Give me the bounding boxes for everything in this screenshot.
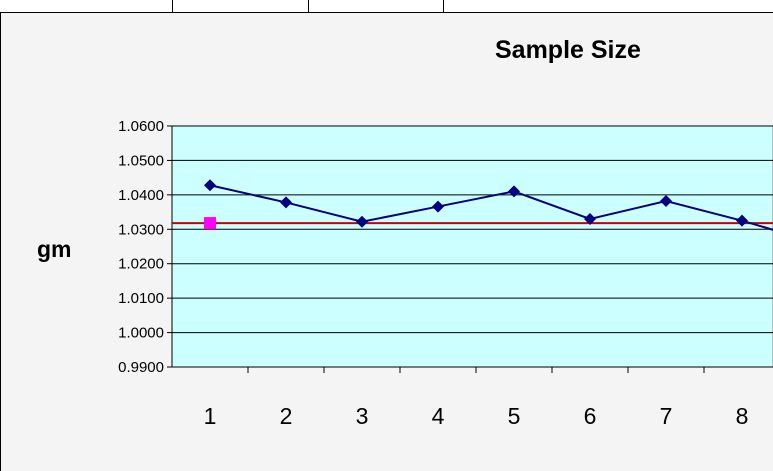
x-tick-label: 1 xyxy=(204,403,217,429)
chart-title: Sample Size xyxy=(495,36,641,64)
x-tick-label: 2 xyxy=(280,403,293,429)
y-tick-label: 1.0100 xyxy=(118,290,164,307)
y-tick-label: 1.0600 xyxy=(118,118,164,135)
data-point-diamond xyxy=(584,212,596,225)
data-point-diamond xyxy=(204,179,216,192)
y-tick-label: 1.0500 xyxy=(118,152,164,169)
data-point-square xyxy=(204,217,216,230)
x-tick-label: 8 xyxy=(736,403,749,429)
x-tick-label: 7 xyxy=(660,403,673,429)
sheet-column-divider xyxy=(308,0,309,12)
y-axis-title: gm xyxy=(37,236,72,262)
data-point-diamond xyxy=(280,196,292,209)
x-tick-label: 4 xyxy=(432,403,445,429)
y-tick-label: 1.0400 xyxy=(118,187,164,204)
y-tick-label: 1.0000 xyxy=(118,325,164,342)
sheet-column-divider xyxy=(172,0,173,12)
y-tick-label: 1.0200 xyxy=(118,256,164,273)
data-point-diamond xyxy=(660,195,672,208)
x-tick-label: 3 xyxy=(356,403,369,429)
y-tick-label: 0.9900 xyxy=(118,359,164,376)
data-point-diamond xyxy=(432,200,444,213)
data-point-diamond xyxy=(736,214,748,227)
x-tick-label: 6 xyxy=(584,403,597,429)
y-tick-label: 1.0300 xyxy=(118,221,164,238)
data-point-diamond xyxy=(356,215,368,228)
sheet-column-divider xyxy=(443,0,444,12)
plot-area xyxy=(171,125,773,368)
x-tick-label: 5 xyxy=(508,403,521,429)
data-point-diamond xyxy=(508,185,520,198)
